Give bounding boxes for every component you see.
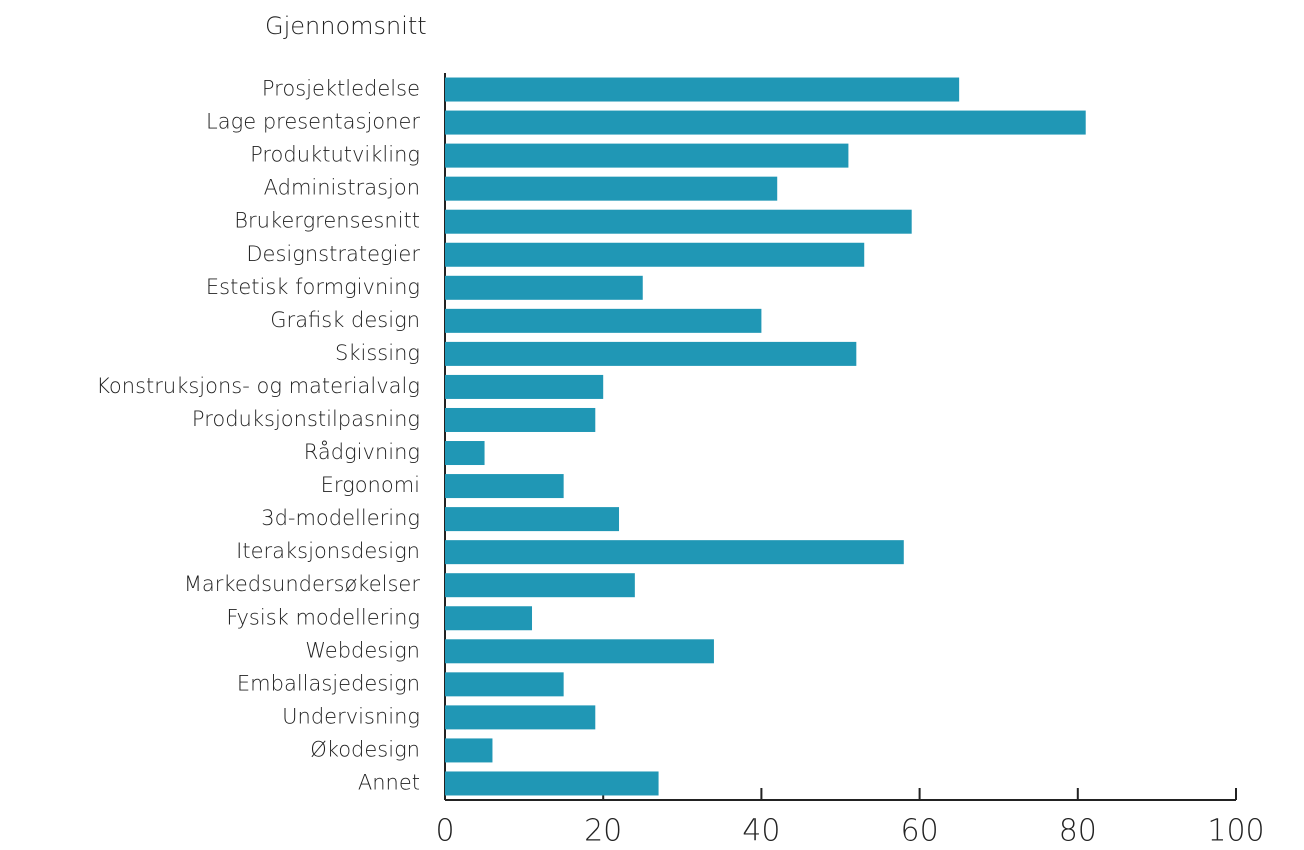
bar	[445, 507, 620, 532]
x-tick-label: 60	[901, 814, 939, 849]
y-tick-label: Ergonomi	[321, 473, 420, 497]
bar	[445, 209, 912, 234]
bar	[445, 705, 596, 730]
x-tick-label: 100	[1207, 814, 1264, 849]
y-tick-label: Konstruksjons- og materialvalg	[96, 374, 420, 398]
x-tick-label: 20	[584, 814, 622, 849]
bar	[445, 77, 960, 102]
y-tick-label: Lage presentasjoner	[206, 110, 420, 134]
bar	[445, 374, 604, 399]
y-tick-label: Grafisk design	[270, 308, 420, 332]
bar	[445, 771, 659, 796]
bar	[445, 639, 714, 664]
y-tick-label: Produksjonstilpasning	[192, 407, 420, 431]
y-tick-label: Annet	[358, 770, 420, 794]
bar	[445, 308, 762, 333]
chart-title: Gjennomsnitt	[265, 12, 427, 40]
bar	[445, 143, 849, 168]
bar	[445, 341, 857, 366]
x-tick-label: 40	[742, 814, 780, 849]
y-tick-label: Emballasjedesign	[237, 671, 420, 695]
y-tick-label: Fysisk modellering	[226, 605, 420, 629]
y-tick-label: Undervisning	[282, 704, 420, 728]
bar	[445, 275, 643, 300]
y-tick-label: Brukergrensesnitt	[234, 209, 420, 233]
bar	[445, 573, 635, 598]
x-tick-label: 80	[1059, 814, 1097, 849]
bar	[445, 672, 564, 697]
bar	[445, 110, 1086, 135]
y-tick-label: Skissing	[335, 341, 420, 365]
bar	[445, 176, 778, 201]
y-tick-label: Administrasjon	[264, 176, 420, 200]
bar	[445, 738, 493, 763]
bar	[445, 407, 596, 432]
y-tick-label: Markedsundersøkelser	[184, 572, 421, 596]
y-tick-label: Prosjektledelse	[262, 77, 420, 101]
y-tick-label: Iteraksjonsdesign	[236, 539, 420, 563]
y-tick-label: Rådgivning	[304, 440, 420, 464]
bar	[445, 606, 533, 631]
bar	[445, 242, 865, 267]
y-tick-label: Webdesign	[305, 638, 420, 662]
bar	[445, 441, 485, 466]
y-tick-label: 3d-modellering	[261, 506, 420, 530]
y-tick-label: Produktutvikling	[250, 143, 420, 167]
y-tick-label: Estetisk formgivning	[206, 275, 420, 299]
y-tick-label: Økodesign	[310, 737, 420, 761]
y-tick-label: Designstrategier	[246, 242, 420, 266]
bar	[445, 540, 904, 565]
x-tick-label: 0	[435, 814, 454, 849]
bar	[445, 474, 564, 499]
